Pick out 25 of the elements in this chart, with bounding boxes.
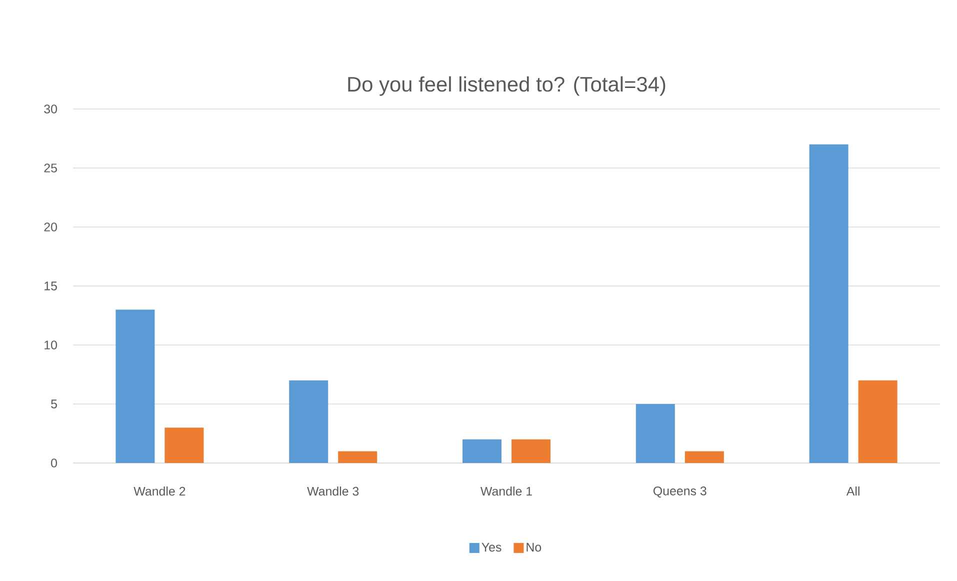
x-tick-label: Wandle 1 [480,486,532,496]
bar [289,380,328,463]
y-tick-label: 15 [44,282,57,290]
y-tick-label: 25 [44,164,57,172]
bar [164,428,204,463]
bar [858,380,898,463]
bar [512,439,551,463]
y-tick-label: 0 [51,458,57,468]
y-tick-label: 20 [44,222,57,232]
y-tick-label: 10 [44,340,57,350]
y-tick-label: 30 [44,104,57,114]
bar [636,404,675,463]
bar [809,144,848,463]
x-tick-label: Wandle 2 [134,486,186,496]
bar [462,439,502,463]
legend-label: Yes [482,542,502,552]
x-tick-label: Queens 3 [653,486,706,498]
y-tick-label: 5 [51,400,57,408]
bar [338,451,378,463]
legend-label: No [526,542,542,552]
chart-title: Do you feel listened to? (Total=34) [348,76,666,96]
bar [116,310,155,463]
bar [684,451,724,463]
x-tick-label: All [846,486,860,496]
x-tick-label: Wandle 3 [307,486,359,496]
